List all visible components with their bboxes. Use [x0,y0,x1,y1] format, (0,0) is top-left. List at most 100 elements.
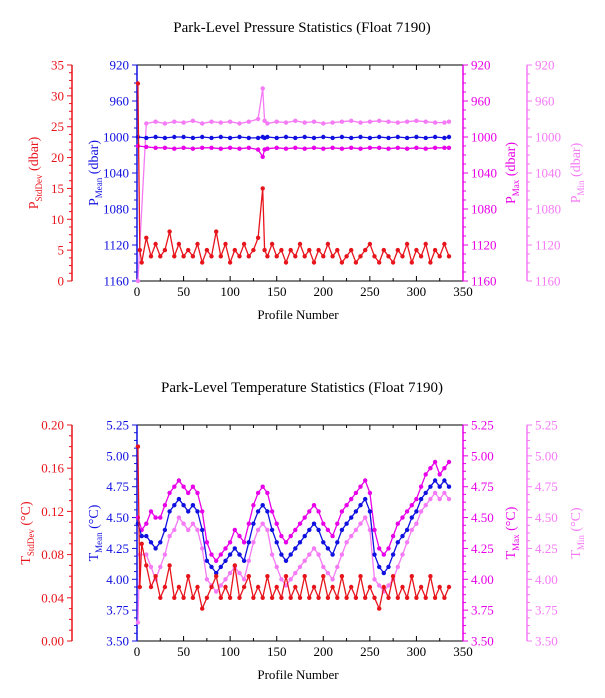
x-tick-label: 200 [314,284,334,299]
data-point-std [190,595,196,600]
data-point-std [209,254,214,259]
data-point-max [335,521,340,526]
data-point-min [363,515,368,520]
data-point-std [432,595,438,600]
data-point-mean [339,527,345,533]
data-point-min [172,119,177,124]
data-point-max [349,496,354,502]
data-point-mean [283,558,289,563]
data-point-std [358,254,363,259]
data-point-std [377,606,382,611]
data-point-std [297,241,303,247]
data-point-std [137,584,142,590]
data-point-mean [367,509,373,514]
data-point-mean [260,503,265,508]
data-point-max [274,521,279,526]
data-point-std [204,247,210,253]
y-tick-label-std: 5 [58,243,65,258]
y-tick-label-max: 1080 [471,202,497,217]
data-point-std [386,254,391,259]
data-point-std [316,247,321,253]
x-axis-label: Profile Number [257,667,339,682]
y-axis-label-max: PMax (dbar) [504,142,521,204]
y-tick-label-mean: 1160 [103,274,129,289]
data-point-min [437,496,442,502]
data-point-min [358,120,363,125]
y-tick-label-std: 10 [51,212,64,227]
data-point-mean [190,503,196,508]
data-point-min [386,119,391,124]
data-point-min [349,118,354,124]
data-point-max [353,490,359,496]
data-point-std [158,595,163,600]
data-point-min [446,119,452,124]
data-point-std [344,595,349,600]
x-tick-label: 300 [407,284,427,299]
data-point-mean [372,552,377,557]
data-point-min [442,490,447,496]
data-point-std [386,595,391,600]
y-tick-label-min: 4.75 [535,479,558,494]
data-point-max [367,490,373,496]
y-axis-label-sub: StdDev [26,529,36,557]
data-point-mean [265,509,270,514]
data-point-min [274,564,279,570]
y-axis-label-sub: Min [576,535,586,551]
data-point-max [283,540,289,545]
data-point-max [330,533,335,539]
data-point-max [144,144,149,150]
data-point-max [446,145,452,150]
data-point-std [255,235,261,240]
data-point-mean [437,484,442,489]
data-point-max [442,145,447,150]
y-axis-label-unit: (°C) [504,506,519,534]
data-point-std [269,241,275,247]
data-point-max [302,515,307,520]
data-point-min [335,564,340,570]
data-point-max [204,540,210,545]
data-point-std [186,574,191,579]
data-point-max [172,146,177,151]
y-tick-label-std: 25 [51,119,64,134]
data-point-min [209,119,214,124]
x-tick-label: 50 [177,284,190,299]
data-point-mean [162,527,168,533]
data-point-std [437,584,442,590]
data-point-mean [432,134,438,140]
data-point-mean [321,540,326,545]
y-tick-label-min: 1160 [535,274,561,289]
data-point-mean [144,533,149,539]
data-point-min [311,546,317,551]
data-point-min [172,527,177,533]
y-tick-label-std: 0.08 [41,547,64,562]
y-tick-label-mean: 920 [110,58,130,73]
data-point-mean [218,564,223,570]
data-point-max [260,154,265,159]
data-point-max [260,484,265,489]
data-point-max [153,515,158,520]
data-point-min [339,552,345,557]
y-tick-label-max: 5.00 [471,448,494,463]
data-point-min [260,86,265,91]
data-point-min [214,589,219,594]
data-point-max [190,146,196,151]
data-point-min [274,119,279,124]
pressure-chart: Park-Level Pressure Statistics (Float 71… [27,20,586,322]
data-point-std [227,595,233,600]
data-point-std [302,574,307,579]
data-point-std [260,595,265,600]
data-point-std [139,260,144,265]
y-tick-label-std: 0 [58,274,65,289]
data-point-std [279,247,284,253]
y-tick-label-max: 1040 [471,166,497,181]
data-point-max [418,484,424,489]
data-point-mean [344,521,349,526]
data-point-max [293,527,298,533]
data-point-max [167,490,172,496]
data-point-std [446,584,452,590]
data-point-max [372,527,377,533]
data-point-mean [237,134,242,140]
data-point-min [181,120,186,125]
data-point-min [307,552,312,557]
data-point-min [227,570,233,576]
